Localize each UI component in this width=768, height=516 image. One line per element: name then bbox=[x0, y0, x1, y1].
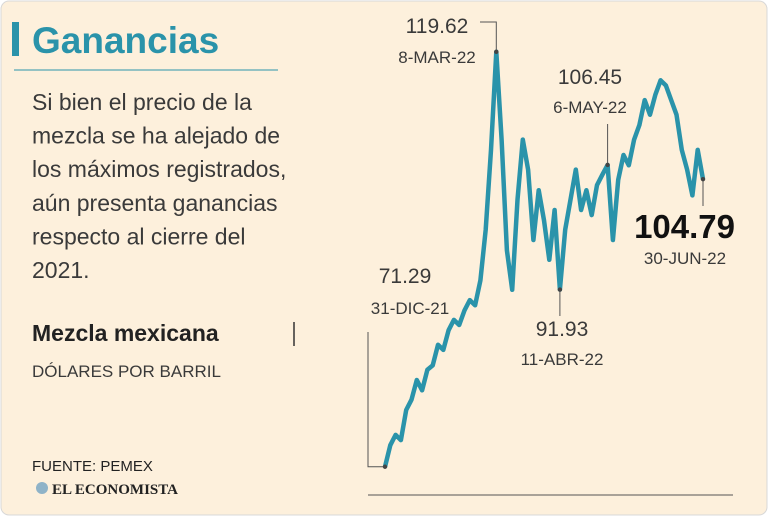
description-line: mezcla se ha alejado de bbox=[32, 123, 280, 149]
description: Si bien el precio de la mezcla se ha alej… bbox=[32, 89, 286, 283]
brand-logo bbox=[36, 482, 48, 494]
date-label: 6-MAY-22 bbox=[553, 98, 627, 117]
chart-title: Ganancias bbox=[32, 20, 219, 61]
point-marker bbox=[700, 176, 706, 182]
description-line: respecto al cierre del bbox=[32, 223, 246, 249]
date-label: 30-JUN-22 bbox=[644, 249, 726, 268]
value-label: 119.62 bbox=[406, 15, 469, 38]
description-line: 2021. bbox=[32, 257, 90, 283]
value-label: 106.45 bbox=[558, 66, 622, 89]
point-marker bbox=[557, 287, 563, 292]
date-label: 11-ABR-22 bbox=[521, 350, 604, 369]
brand: EL ECONOMISTA bbox=[52, 482, 178, 498]
title-bar bbox=[12, 22, 19, 56]
value-label: 104.79 bbox=[634, 208, 735, 245]
description-line: aún presenta ganancias bbox=[32, 190, 278, 216]
value-label: 71.29 bbox=[379, 265, 432, 288]
date-label: 8-MAR-22 bbox=[398, 48, 475, 67]
unit-label: DÓLARES POR BARRIL bbox=[32, 362, 221, 381]
value-label: 91.93 bbox=[536, 318, 589, 341]
source: FUENTE: PEMEX bbox=[32, 458, 153, 475]
leader-line bbox=[367, 332, 385, 468]
date-label: 31-DIC-21 bbox=[371, 299, 449, 318]
point-marker bbox=[382, 464, 388, 469]
description-line: Si bien el precio de la bbox=[32, 89, 252, 115]
price-line bbox=[382, 49, 706, 468]
description-line: los máximos registrados, bbox=[32, 156, 286, 182]
subtitle: Mezcla mexicana bbox=[32, 320, 219, 346]
leader-line bbox=[480, 21, 497, 52]
point-marker bbox=[494, 49, 499, 55]
point-marker bbox=[605, 162, 610, 168]
